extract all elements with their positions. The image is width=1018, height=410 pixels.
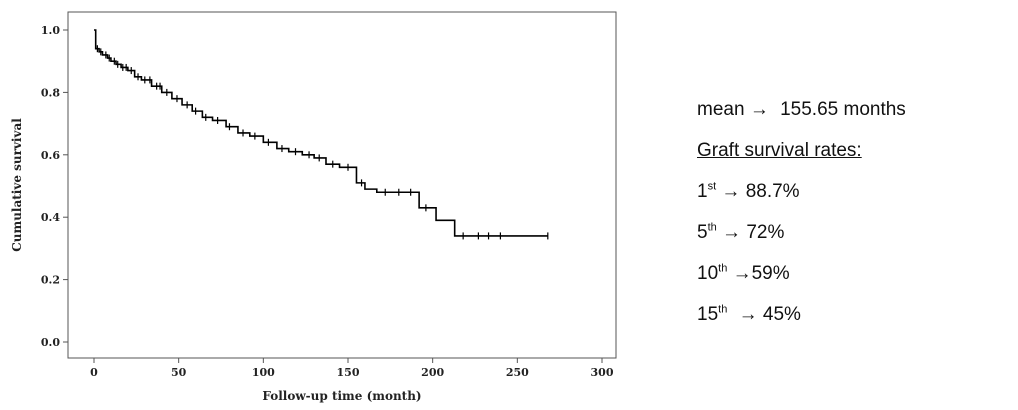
y-tick-label: 0.8: [41, 86, 60, 99]
rate-value: 59%: [751, 263, 790, 284]
x-tick-label: 0: [90, 366, 98, 379]
survival-rates-heading: Graft survival rates:: [697, 140, 862, 161]
y-axis-title: Cumulative survival: [10, 118, 24, 252]
x-tick-label: 100: [252, 366, 275, 379]
survival-curve: [94, 29, 548, 237]
rate-year: 5: [697, 222, 708, 243]
x-tick-label: 300: [591, 366, 614, 379]
x-tick-label: 50: [171, 366, 187, 379]
mean-label: mean: [697, 99, 745, 120]
rate-year: 15: [697, 304, 719, 325]
rate-year: 10: [697, 263, 719, 284]
rate-line: 10th →59%: [697, 260, 906, 301]
rate-value: 45%: [762, 304, 801, 325]
y-tick-label: 0.0: [41, 336, 60, 349]
y-tick-label: 0.6: [41, 149, 60, 162]
rate-year-suffix: th: [718, 303, 728, 316]
x-tick-label: 150: [337, 366, 360, 379]
mean-line: mean → 155.65 months: [697, 96, 906, 137]
arrow-icon: →: [721, 181, 741, 202]
rate-value: 72%: [746, 222, 785, 243]
arrow-icon: →: [722, 222, 742, 243]
rate-year-suffix: th: [707, 221, 717, 234]
x-tick-label: 200: [421, 366, 444, 379]
y-tick-label: 0.4: [41, 211, 60, 224]
stats-panel: mean → 155.65 months Graft survival rate…: [697, 96, 906, 342]
axis-ticks: [63, 29, 603, 363]
arrow-icon: →: [738, 304, 758, 325]
survival-chart: 0 50 100 150 200 250 300 0.0 0.2 0.4 0.6 0.8 1.0 Fol…: [10, 11, 617, 403]
censor-marks: [96, 45, 549, 240]
rate-value: 88.7%: [745, 181, 800, 202]
x-axis-title: Follow-up time (month): [262, 389, 421, 403]
arrow-icon: →: [749, 99, 769, 120]
rate-line: 1st → 88.7%: [697, 178, 906, 219]
tick-labels: 0 50 100 150 200 250 300 0.0 0.2 0.4 0.6 0.8 1.0: [41, 24, 614, 379]
rate-line: 5th → 72%: [697, 219, 906, 260]
y-tick-label: 1.0: [41, 24, 60, 37]
mean-value: 155.65 months: [780, 99, 906, 120]
arrow-icon: →: [732, 263, 752, 284]
plot-frame: [67, 11, 617, 359]
rate-year: 1: [697, 181, 708, 202]
rate-year-suffix: th: [718, 262, 728, 275]
y-tick-label: 0.2: [41, 274, 60, 287]
rate-year-suffix: st: [707, 180, 717, 193]
x-tick-label: 250: [506, 366, 529, 379]
rate-line: 15th → 45%: [697, 301, 906, 342]
